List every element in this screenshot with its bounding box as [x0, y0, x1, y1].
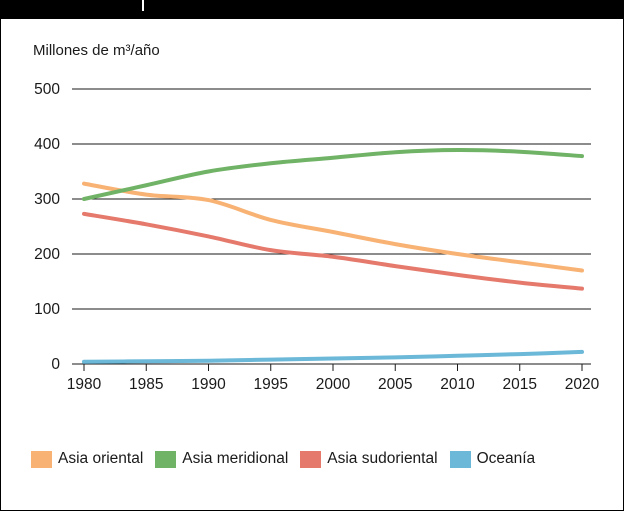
legend-label-asia-sudoriental: Asia sudoriental: [327, 450, 438, 467]
x-tick-label-1980: 1980: [67, 376, 102, 393]
legend-item-ocean-a: Oceanía: [449, 450, 536, 468]
x-tick-label-1990: 1990: [191, 376, 226, 393]
x-tick-label-2000: 2000: [316, 376, 351, 393]
x-tick-label-2015: 2015: [503, 376, 537, 393]
series-line-asia-meridional: [82, 148, 584, 201]
y-tick-label-500: 500: [34, 81, 60, 98]
legend-item-asia-oriental: Asia oriental: [31, 450, 143, 468]
y-tick-label-100: 100: [34, 301, 60, 318]
legend-swatch-asia-oriental: [31, 450, 52, 468]
y-tick-label-0: 0: [51, 356, 60, 373]
x-tick-label-1995: 1995: [254, 376, 288, 393]
x-tick-label-2005: 2005: [378, 376, 412, 393]
legend-label-asia-meridional: Asia meridional: [182, 450, 289, 467]
x-tick-label-2020: 2020: [565, 376, 600, 393]
y-axis-unit-label: Millones de m³/año: [33, 42, 160, 59]
legend-swatch-asia-meridional: [155, 450, 177, 468]
legend-swatch-ocean-a: [449, 450, 471, 468]
x-tick-label-1985: 1985: [129, 376, 163, 393]
legend-label-ocean-a: Oceanía: [476, 450, 536, 467]
legend-item-asia-sudoriental: Asia sudoriental: [300, 450, 438, 468]
legend-swatch-asia-sudoriental: [300, 450, 322, 468]
series-line-asia-sudoriental: [82, 211, 584, 291]
legend-item-asia-meridional: Asia meridional: [155, 450, 288, 468]
series-line-ocean-a: [82, 349, 584, 364]
header-bar: [0, 0, 624, 19]
legend-label-asia-oriental: Asia oriental: [58, 450, 144, 467]
y-tick-label-400: 400: [34, 136, 60, 153]
series-line-asia-oriental: [82, 181, 584, 273]
chart-legend: Asia oriental Asia meridional Asia sudorie…: [31, 450, 547, 468]
x-tick-label-2010: 2010: [440, 376, 475, 393]
header-divider: [142, 0, 144, 11]
y-tick-label-200: 200: [34, 246, 60, 263]
y-tick-label-300: 300: [34, 191, 60, 208]
